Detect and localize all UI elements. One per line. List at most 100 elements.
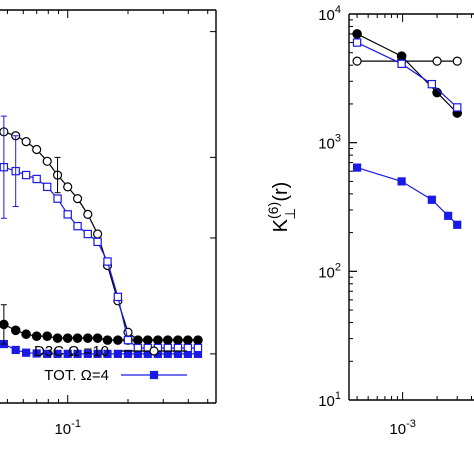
legend-marker-0 xyxy=(149,346,159,356)
right-series-2-line xyxy=(356,42,458,108)
right-y-axis-label: K(6)⊥ (r) xyxy=(265,182,298,233)
left-series-3-point xyxy=(93,237,102,247)
left-x-tick-label-base: 10 xyxy=(54,421,71,438)
right-series-3-point xyxy=(397,177,406,186)
left-series-3-point xyxy=(83,229,93,239)
right-series-3-point xyxy=(453,220,462,229)
right-y-tick-label: 102 xyxy=(318,261,341,281)
left-series-3-point xyxy=(32,174,41,184)
left-series-2-point xyxy=(142,335,153,345)
left-series-2-point xyxy=(153,335,163,345)
left-series-0 xyxy=(0,127,203,345)
left-series-2-point xyxy=(193,335,203,345)
left-series-0-point xyxy=(72,194,83,204)
left-series-2-point xyxy=(52,333,63,343)
left-series-2-point xyxy=(31,331,42,341)
left-series-3-line xyxy=(3,166,198,349)
left-series-1-point xyxy=(53,349,62,358)
left-series-0-point xyxy=(63,182,73,192)
y-label-base: K xyxy=(270,218,292,232)
left-series-1-point xyxy=(103,349,112,358)
legend-label-1: TOT. Ω=4 xyxy=(44,367,109,384)
left-series-2-point xyxy=(113,335,123,345)
right-y-tick-label-exponent: 3 xyxy=(335,133,341,145)
right-y-tick-label-base: 10 xyxy=(318,7,335,24)
right-x-tick-label-exponent: -3 xyxy=(406,418,416,430)
left-series-2-point xyxy=(92,333,103,343)
right-y-tick-label-exponent: 1 xyxy=(335,390,341,402)
right-series-3-point xyxy=(427,195,436,204)
left-series-0-point xyxy=(21,137,31,147)
left-series-1-point xyxy=(123,349,133,358)
left-series-1-point xyxy=(73,349,82,358)
right-series-3 xyxy=(352,163,462,229)
left-series-1-point xyxy=(32,349,41,358)
left-series-1-point xyxy=(11,345,20,355)
left-tick-labels: 10-1 xyxy=(54,418,80,438)
right-series-3-line xyxy=(356,167,458,226)
right-series-3-point xyxy=(352,163,362,172)
left-series-3-point xyxy=(63,210,72,219)
right-y-tick-label: 103 xyxy=(318,133,341,153)
legend-label-0: D3C Ω =10 xyxy=(34,343,109,360)
legend-marker-1 xyxy=(149,370,159,380)
left-series-3-point xyxy=(123,335,133,345)
y-label-tail: (r) xyxy=(270,182,292,202)
right-y-label-group: K(6)⊥ (r) xyxy=(265,182,298,233)
left-series-1-point xyxy=(63,349,72,358)
left-series-2-point xyxy=(183,335,193,345)
left-series-2-point xyxy=(83,333,93,343)
right-series-2 xyxy=(352,38,462,112)
left-series-2-point xyxy=(162,335,173,345)
left-series-2-point xyxy=(42,331,53,341)
right-y-tick-label-base: 10 xyxy=(318,393,335,410)
left-x-tick-label: 10-1 xyxy=(54,418,80,438)
left-series-1-point xyxy=(83,349,92,358)
right-series-1 xyxy=(352,29,463,118)
left-x-tick-label-exponent: -1 xyxy=(71,418,81,430)
left-series-1-point xyxy=(22,348,31,357)
left-series-1-point xyxy=(113,349,122,358)
left-series-2-point xyxy=(102,335,113,345)
right-series-2-point xyxy=(352,38,362,47)
left-series-3 xyxy=(0,163,203,353)
left-series-2 xyxy=(0,319,203,345)
right-series-3-point xyxy=(444,211,453,220)
right-x-tick-label-base: 10 xyxy=(389,421,406,438)
left-series-1-point xyxy=(43,349,52,358)
left-series-3-point xyxy=(183,343,193,353)
left-series-2-point xyxy=(10,325,21,336)
left-series-0-point xyxy=(83,209,93,219)
right-y-tick-label-exponent: 4 xyxy=(335,4,341,16)
left-series-2-point xyxy=(62,333,73,343)
left-series-3-point xyxy=(53,194,62,203)
y-label-superscript: (6) xyxy=(265,202,281,219)
left-series-2-point xyxy=(173,335,183,345)
left-series-2-point xyxy=(21,329,31,340)
left-series-3-point xyxy=(113,292,123,302)
right-series-2-point xyxy=(427,79,437,89)
left-series-2-point xyxy=(72,333,83,343)
y-label-subscript: ⊥ xyxy=(282,208,298,220)
right-y-tick-label: 101 xyxy=(318,390,341,410)
right-series-layer xyxy=(352,29,463,229)
left-series-3-point xyxy=(103,257,112,266)
right-y-tick-label-base: 10 xyxy=(318,264,335,281)
right-series-1-line xyxy=(356,33,458,114)
left-series-3-point xyxy=(21,170,31,180)
right-series-1-point xyxy=(352,29,362,39)
right-axes xyxy=(348,13,474,401)
right-x-tick-label: 10-3 xyxy=(389,418,415,438)
left-errorbars-layer xyxy=(0,115,61,345)
left-legend: D3C Ω =10 TOT. Ω=4 xyxy=(34,343,187,384)
right-y-tick-label-exponent: 2 xyxy=(335,261,341,273)
right-series-0-point xyxy=(352,56,362,66)
left-panel: 10-1 D3C Ω =10 TOT. Ω=4 xyxy=(0,9,217,438)
right-y-tick-label: 104 xyxy=(318,4,341,24)
right-series-1-point xyxy=(396,51,407,61)
left-series-3-point xyxy=(43,182,52,192)
left-series-0-point xyxy=(42,156,52,166)
